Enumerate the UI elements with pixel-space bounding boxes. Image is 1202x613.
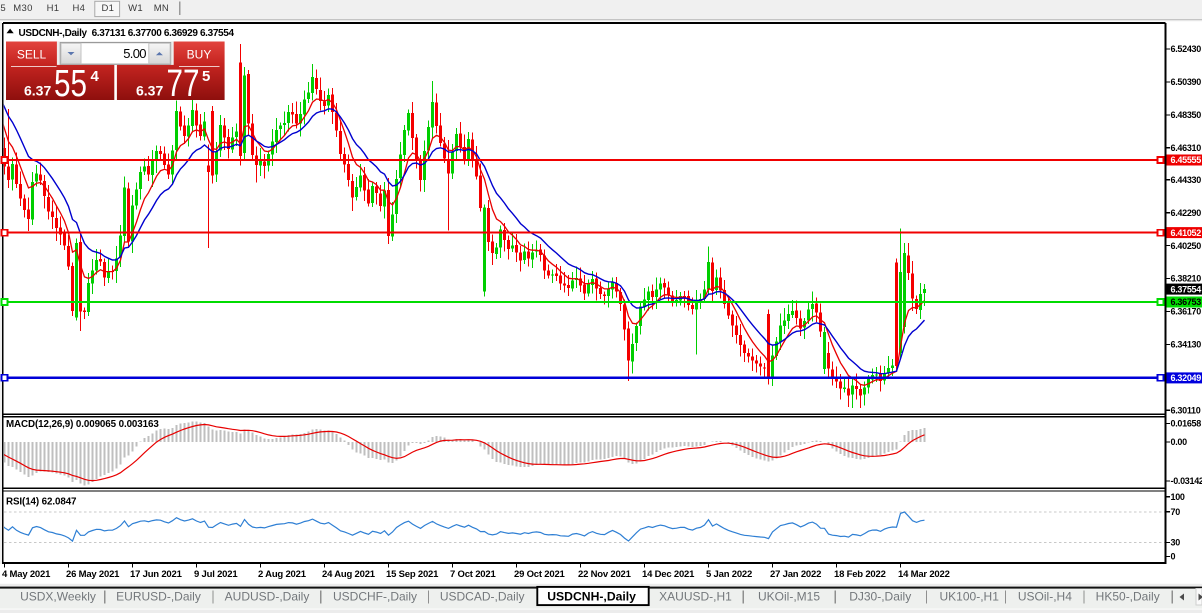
svg-text:M30: M30 — [13, 3, 32, 14]
svg-text:6.40250: 6.40250 — [1171, 241, 1202, 251]
svg-text:14 Dec 2021: 14 Dec 2021 — [642, 569, 695, 580]
svg-text:USDCHF-,Daily: USDCHF-,Daily — [333, 590, 417, 604]
svg-text:6.30110: 6.30110 — [1171, 405, 1201, 415]
svg-text:70: 70 — [1171, 507, 1181, 517]
svg-text:6.44330: 6.44330 — [1171, 175, 1202, 185]
svg-text:EURUSD-,Daily: EURUSD-,Daily — [116, 590, 201, 604]
svg-text:29 Oct 2021: 29 Oct 2021 — [514, 569, 566, 580]
svg-text:USDCNH-,Daily: USDCNH-,Daily — [547, 590, 636, 604]
svg-text:USDCAD-,Daily: USDCAD-,Daily — [440, 590, 525, 604]
svg-text:6.45555: 6.45555 — [1171, 155, 1202, 165]
svg-text:2 Aug 2021: 2 Aug 2021 — [258, 569, 307, 580]
svg-text:17 Jun 2021: 17 Jun 2021 — [130, 569, 183, 580]
svg-text:H4: H4 — [73, 3, 86, 14]
svg-text:14 Mar 2022: 14 Mar 2022 — [898, 569, 950, 580]
svg-text:6.37554: 6.37554 — [1171, 284, 1202, 294]
svg-text:6.50390: 6.50390 — [1171, 77, 1202, 87]
svg-text:XAUUSD-,H1: XAUUSD-,H1 — [659, 590, 732, 604]
svg-text:AUDUSD-,Daily: AUDUSD-,Daily — [225, 590, 310, 604]
svg-text:6.37: 6.37 — [136, 83, 163, 99]
svg-text:USDX,Weekly: USDX,Weekly — [20, 590, 96, 604]
svg-text:6.42290: 6.42290 — [1171, 208, 1202, 218]
svg-text:UKOil-,M15: UKOil-,M15 — [758, 590, 820, 604]
svg-text:6.52430: 6.52430 — [1171, 44, 1202, 54]
svg-text:D1: D1 — [102, 3, 115, 14]
svg-text:22 Nov 2021: 22 Nov 2021 — [578, 569, 632, 580]
svg-text:UK100-,H1: UK100-,H1 — [940, 590, 1000, 604]
svg-text:6.34130: 6.34130 — [1171, 340, 1202, 350]
svg-text:6.48350: 6.48350 — [1171, 110, 1202, 120]
svg-text:9 Jul 2021: 9 Jul 2021 — [194, 569, 238, 580]
svg-text:55: 55 — [54, 63, 87, 105]
svg-text:6.37: 6.37 — [24, 83, 51, 99]
svg-text:6.38210: 6.38210 — [1171, 274, 1202, 284]
svg-text:4 May 2021: 4 May 2021 — [2, 569, 51, 580]
svg-text:15 Sep 2021: 15 Sep 2021 — [386, 569, 439, 580]
svg-text:7 Oct 2021: 7 Oct 2021 — [450, 569, 496, 580]
svg-text:USDCNH-,Daily 6.37131 6.37700: USDCNH-,Daily 6.37131 6.37700 6.36929 6.… — [19, 28, 235, 39]
svg-text:26 May 2021: 26 May 2021 — [66, 569, 120, 580]
svg-text:6.36170: 6.36170 — [1171, 307, 1202, 317]
svg-text:4: 4 — [91, 68, 100, 85]
svg-text:RSI(14) 62.0847: RSI(14) 62.0847 — [6, 497, 77, 508]
svg-text:6.36753: 6.36753 — [1171, 297, 1202, 307]
svg-text:H1: H1 — [47, 3, 60, 14]
svg-text:0: 0 — [1171, 552, 1176, 562]
svg-text:0.00: 0.00 — [1171, 437, 1188, 447]
svg-text:5.00: 5.00 — [123, 46, 146, 61]
svg-text:BUY: BUY — [187, 47, 212, 61]
svg-text:MN: MN — [154, 3, 169, 14]
svg-text:-0.03142: -0.03142 — [1171, 476, 1202, 486]
svg-text:USOil-,H4: USOil-,H4 — [1018, 590, 1072, 604]
svg-text:24 Aug 2021: 24 Aug 2021 — [322, 569, 376, 580]
svg-text:30: 30 — [1171, 538, 1181, 548]
svg-text:MACD(12,26,9) 0.009065 0.00316: MACD(12,26,9) 0.009065 0.003163 — [6, 419, 159, 430]
svg-text:77: 77 — [166, 63, 199, 105]
svg-text:HK50-,Daily: HK50-,Daily — [1096, 590, 1160, 604]
svg-text:27 Jan 2022: 27 Jan 2022 — [770, 569, 821, 580]
svg-text:6.41052: 6.41052 — [1171, 228, 1202, 238]
svg-text:0.01658: 0.01658 — [1171, 419, 1202, 429]
svg-text:W1: W1 — [128, 3, 143, 14]
svg-text:DJ30-,Daily: DJ30-,Daily — [849, 590, 911, 604]
svg-text:6.46310: 6.46310 — [1171, 143, 1202, 153]
svg-text:5: 5 — [202, 68, 210, 85]
svg-text:5: 5 — [0, 3, 6, 14]
svg-text:6.32049: 6.32049 — [1171, 373, 1202, 383]
svg-text:SELL: SELL — [17, 47, 47, 61]
svg-text:5 Jan 2022: 5 Jan 2022 — [706, 569, 752, 580]
svg-text:18 Feb 2022: 18 Feb 2022 — [834, 569, 886, 580]
svg-text:100: 100 — [1171, 492, 1185, 502]
